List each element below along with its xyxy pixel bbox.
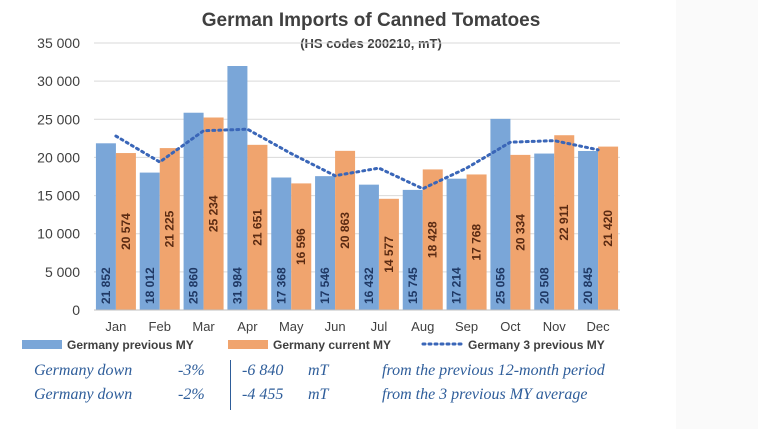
data-label-current-my: 14 577 [382,236,396,273]
x-tick-label: Mar [192,319,215,334]
bar-current-my [466,174,487,310]
bar-previous-my [446,178,467,310]
bar-current-my [335,150,356,310]
bar-current-my [291,183,312,310]
chart-title: German Imports of Canned Tomatoes [202,10,541,31]
data-label-current-my: 17 768 [470,224,484,261]
x-tick-label: Jul [371,319,388,334]
data-label-previous-my: 31 984 [230,267,244,304]
data-label-current-my: 21 225 [163,210,177,247]
data-label-previous-my: 25 860 [187,267,201,304]
data-label-current-my: 20 574 [119,213,133,250]
bar-previous-my [490,118,511,310]
note-unit: mT [308,362,329,379]
bar-chart: German Imports of Canned Tomatoes (HS co… [22,10,620,352]
bar-current-my [510,154,531,310]
bar-current-my [203,117,224,310]
value-labels: 21 852 20 574 18 012 21 225 25 860 25 234 31 9… [99,195,615,304]
bar-previous-my [534,153,555,310]
bar-current-my [247,144,268,310]
x-tick-label: Aug [411,319,434,334]
x-tick-label: Nov [543,319,567,334]
bar-previous-my [578,150,599,310]
y-tick-label: 20 000 [37,149,80,165]
data-label-current-my: 20 334 [513,214,527,251]
line-3-previous-my [114,127,600,191]
note-row-1: Germany down -3% -6 840 mT from the prev… [0,362,676,386]
x-tick-label: Feb [149,319,171,334]
bar-previous-my [402,189,423,310]
data-label-current-my: 22 911 [557,204,571,240]
data-label-previous-my: 25 056 [493,267,507,304]
data-label-previous-my: 16 432 [362,267,376,304]
x-tick-label: Jan [105,319,126,334]
bar-previous-my [139,172,160,310]
note-amount: -4 455 [242,386,284,403]
note-percent: -3% [178,362,205,379]
note-amount: -6 840 [242,362,284,379]
data-label-previous-my: 20 845 [581,267,595,304]
y-tick-label: 5 000 [45,264,80,280]
note-description: from the previous 12-month period [382,362,605,379]
y-tick-label: 15 000 [37,188,80,204]
note-row-2: Germany down -2% -4 455 mT from the 3 pr… [0,386,676,410]
bars [95,66,619,310]
notes-separator [230,360,231,410]
x-tick-label: Apr [237,319,258,334]
data-label-previous-my: 17 546 [318,267,332,304]
y-tick-label: 25 000 [37,111,80,127]
bar-previous-my [227,66,248,310]
legend-swatch-previous-my [22,340,62,349]
chart-area: German Imports of Canned Tomatoes (HS co… [22,10,620,352]
x-tick-label: Sep [455,319,478,334]
x-tick-label: Dec [587,319,611,334]
data-label-current-my: 18 428 [426,221,440,258]
data-label-previous-my: 17 214 [450,267,464,304]
legend-label-previous-my: Germany previous MY [67,338,194,352]
y-tick-label: 35 000 [37,35,80,51]
y-tick-label: 10 000 [37,226,80,242]
bar-current-my [378,198,399,310]
right-margin [676,0,758,429]
data-label-previous-my: 18 012 [143,267,157,304]
line-series [114,127,600,191]
y-tick-label: 30 000 [37,73,80,89]
data-label-previous-my: 20 508 [537,267,551,304]
bar-previous-my [315,176,336,310]
legend-swatch-current-my [228,340,268,349]
data-label-current-my: 25 234 [207,195,221,232]
bar-current-my [159,148,180,310]
x-tick-label: Jun [325,319,346,334]
x-tick-label: Oct [500,319,521,334]
data-label-previous-my: 15 745 [406,267,420,304]
note-label: Germany down [34,386,133,403]
bar-previous-my [358,184,379,310]
bar-current-my [598,146,619,310]
y-tick-label: 0 [72,302,80,318]
legend-label-3-previous-my: Germany 3 previous MY [468,338,605,352]
data-label-current-my: 21 420 [601,210,615,247]
legend-label-current-my: Germany current MY [273,338,391,352]
bar-previous-my [183,112,204,310]
data-label-previous-my: 17 368 [274,267,288,304]
y-axis: 0 5 000 10 000 15 000 20 000 25 000 30 000 35 0… [37,35,80,318]
bar-previous-my [271,177,292,310]
note-description: from the 3 previous MY average [382,386,588,403]
note-percent: -2% [178,386,205,403]
bar-current-my [115,153,136,310]
data-label-previous-my: 21 852 [99,267,113,304]
data-label-current-my: 16 596 [294,228,308,265]
summary-notes: Germany down -3% -6 840 mT from the prev… [0,358,676,429]
legend: Germany previous MY Germany current MY Ger… [22,338,605,352]
x-tick-label: May [279,319,304,334]
x-axis: Jan Feb Mar Apr May Jun Jul Aug Sep Oct Nov Dec [94,309,620,334]
bar-previous-my [95,143,116,310]
data-label-current-my: 20 863 [338,212,352,249]
bar-current-my [554,135,575,310]
data-label-current-my: 21 651 [250,209,264,246]
bar-current-my [422,169,443,310]
note-label: Germany down [34,362,133,379]
note-unit: mT [308,386,329,403]
